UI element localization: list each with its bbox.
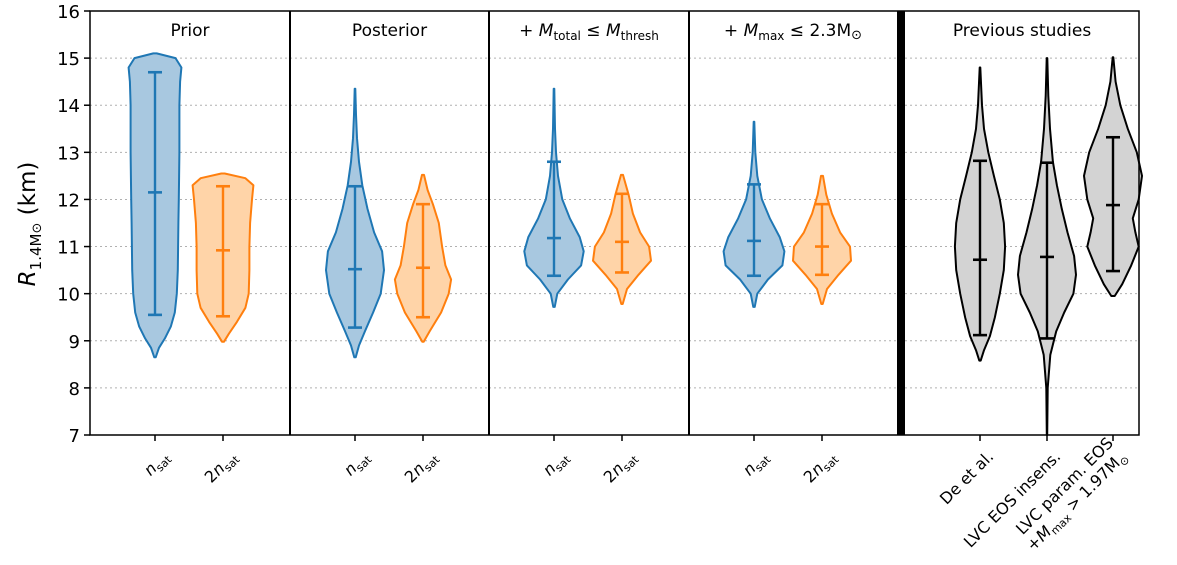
x-tick-label: 2nsat — [201, 446, 243, 488]
x-tick-label-group: 2nsat — [800, 446, 842, 488]
panel-frames — [89, 10, 1140, 436]
panel-title: + Mtotal​ ≤ Mthresh​ — [519, 21, 659, 43]
panel-title: Posterior — [352, 21, 427, 41]
x-tick-label: nsat — [739, 446, 774, 481]
violin-layer — [127, 52, 1143, 436]
x-tick-label: 2nsat — [800, 446, 842, 488]
x-tick-label: nsat — [340, 446, 375, 481]
panel-title: Prior — [170, 21, 209, 41]
thick-divider — [897, 11, 905, 435]
x-tick-label: nsat — [140, 446, 175, 481]
y-tick-label: 15 — [57, 49, 80, 70]
x-tick-labels: nsat 2nsat nsat 2nsat nsat 2nsat nsat 2nsat De e… — [140, 433, 1133, 554]
y-tick-label: 11 — [57, 238, 80, 259]
x-tick-label: nsat — [539, 446, 574, 481]
y-axis: 7 8 9 10 11 12 13 14 15 16 — [57, 2, 1114, 447]
x-tick-label-group: nsat — [739, 446, 774, 481]
y-tick-label: 13 — [57, 143, 80, 164]
x-tick-label-group: nsat — [140, 446, 175, 481]
x-tick-label-group: 2nsat — [401, 446, 443, 488]
panel-titles: Prior Posterior + Mtotal​ ≤ Mthresh​ + Mmax… — [170, 21, 1091, 43]
panel-title: + Mmax​ ≤ 2.3M⊙ — [724, 21, 862, 43]
x-tick-label: 2nsat — [600, 446, 642, 488]
y-axis-label: R1.4M⊙ (km) — [15, 162, 45, 287]
x-tick-label: De et al. — [936, 447, 997, 508]
x-tick-label-group: nsat — [340, 446, 375, 481]
y-tick-label: 7 — [69, 426, 80, 447]
y-tick-label: 9 — [69, 332, 80, 353]
y-tick-label: 8 — [69, 379, 80, 400]
y-tick-label: 16 — [57, 2, 80, 23]
x-tick-label: 2nsat — [401, 446, 443, 488]
x-tick-label-group: De et al. — [936, 447, 997, 508]
plot-frame — [89, 10, 1140, 436]
x-tick-label-group: 2nsat — [201, 446, 243, 488]
y-tick-label: 10 — [57, 285, 80, 306]
y-tick-label: 12 — [57, 190, 80, 211]
x-tick-label-group: nsat — [539, 446, 574, 481]
x-tick-label-group: 2nsat — [600, 446, 642, 488]
y-tick-label: 14 — [57, 96, 80, 117]
panel-title: Previous studies — [953, 21, 1092, 41]
